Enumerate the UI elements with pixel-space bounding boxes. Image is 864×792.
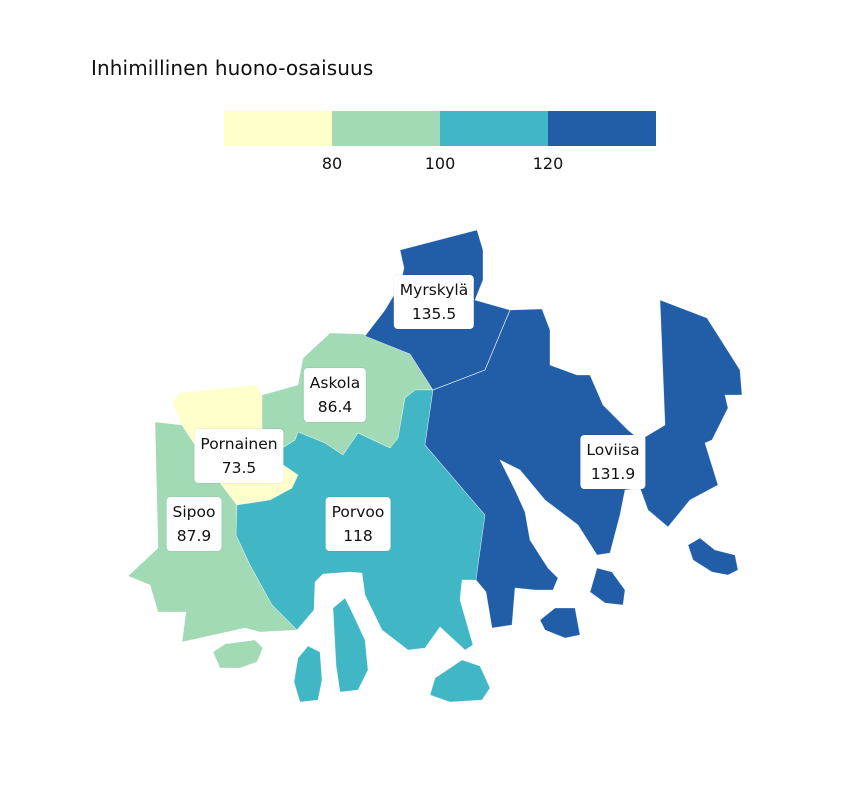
label-sipoo-name: Sipoo xyxy=(172,503,216,521)
label-pornainen-name: Pornainen xyxy=(200,435,278,453)
legend-bin-2 xyxy=(332,111,440,146)
legend-bin-3 xyxy=(440,111,548,146)
border-line xyxy=(432,309,511,391)
label-pornainen-value: 73.5 xyxy=(221,459,257,477)
label-loviisa-name: Loviisa xyxy=(586,441,640,459)
label-sipoo: Sipoo 87.9 xyxy=(166,497,222,551)
legend-tick-120: 120 xyxy=(532,154,564,173)
legend-tick-100: 100 xyxy=(424,154,456,173)
legend-bin-4 xyxy=(548,111,656,146)
label-porvoo-name: Porvoo xyxy=(331,503,385,521)
label-porvoo: Porvoo 118 xyxy=(325,497,391,551)
legend-tick-80: 80 xyxy=(321,154,343,173)
label-askola: Askola 86.4 xyxy=(303,368,367,422)
label-myrskyla: Myrskylä 135.5 xyxy=(393,275,475,329)
label-sipoo-value: 87.9 xyxy=(176,527,212,545)
legend-bin-1 xyxy=(224,111,332,146)
label-pornainen: Pornainen 73.5 xyxy=(194,429,284,483)
map-title: Inhimillinen huono-osaisuus xyxy=(91,56,374,80)
label-askola-value: 86.4 xyxy=(317,398,353,416)
label-myrskyla-name: Myrskylä xyxy=(399,281,469,299)
label-askola-name: Askola xyxy=(309,374,361,392)
label-loviisa-value: 131.9 xyxy=(590,465,636,483)
color-legend xyxy=(224,111,656,146)
label-myrskyla-value: 135.5 xyxy=(411,305,457,323)
label-loviisa: Loviisa 131.9 xyxy=(580,435,646,489)
label-porvoo-value: 118 xyxy=(343,527,373,545)
